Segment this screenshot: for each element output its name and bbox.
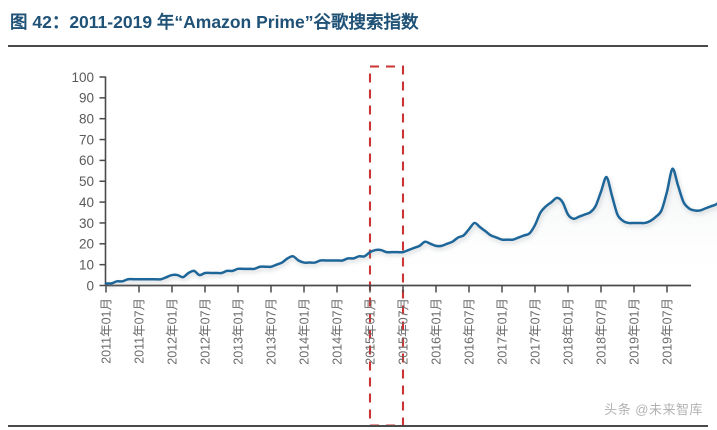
series-line bbox=[104, 167, 717, 285]
y-axis-tick-label: 0 bbox=[86, 278, 94, 293]
x-axis-tick-label: 2017年07月 bbox=[529, 298, 543, 365]
x-axis-tick-label: 2012年01月 bbox=[166, 298, 180, 365]
header-divider bbox=[8, 45, 708, 47]
x-axis-tick-label: 2015年01月 bbox=[364, 298, 378, 365]
y-axis-tick-label: 70 bbox=[79, 132, 94, 147]
x-axis-tick-label: 2015年07月 bbox=[397, 298, 411, 365]
x-axis-tick-label: 2011年01月 bbox=[100, 298, 114, 364]
y-axis-tick-label: 10 bbox=[79, 257, 94, 272]
x-axis-tick-label: 2012年07月 bbox=[199, 298, 213, 365]
x-axis-tick-label: 2013年01月 bbox=[232, 298, 246, 365]
y-axis-tick-label: 90 bbox=[79, 91, 94, 106]
x-axis-tick-label: 2016年07月 bbox=[463, 298, 477, 365]
x-axis-tick-label: 2018年01月 bbox=[562, 298, 576, 365]
watermark-text: 头条 @未来智库 bbox=[604, 402, 703, 417]
x-axis-ticks: 2011年01月 2011年07月 2012年01月 2012年07月 2013年01月… bbox=[100, 285, 675, 365]
y-axis-tick-label: 40 bbox=[79, 195, 94, 210]
x-axis-tick-label: 2014年07月 bbox=[331, 298, 345, 365]
y-axis-tick-label: 50 bbox=[79, 174, 94, 189]
x-axis-tick-label: 2016年01月 bbox=[430, 298, 444, 365]
y-axis-tick-label: 60 bbox=[79, 153, 94, 168]
y-axis-tick-label: 20 bbox=[79, 237, 94, 252]
chart-plot-area: 0 10 20 30 40 50 60 70 80 90 100 2011年01月 2011年07月 2… bbox=[0, 48, 717, 430]
figure-header: 图 42：2011-2019 年“Amazon Prime”谷歌搜索指数 bbox=[0, 0, 717, 48]
y-axis-tick-label: 80 bbox=[79, 112, 94, 127]
series-area-fill bbox=[106, 168, 717, 286]
highlight-region bbox=[368, 65, 405, 427]
x-axis-tick-label: 2018年07月 bbox=[595, 298, 609, 365]
x-axis-tick-label: 2013年07月 bbox=[265, 298, 279, 365]
y-axis-tick-label: 30 bbox=[79, 216, 94, 231]
x-axis-tick-label: 2017年01月 bbox=[496, 298, 510, 365]
x-axis-tick-label: 2019年07月 bbox=[661, 298, 675, 365]
footer-divider bbox=[8, 425, 708, 427]
x-axis-tick-label: 2019年01月 bbox=[628, 298, 642, 365]
x-axis-tick-label: 2011年07月 bbox=[133, 298, 147, 364]
y-axis-ticks: 0 10 20 30 40 50 60 70 80 90 100 bbox=[71, 70, 106, 293]
y-axis-tick-label: 100 bbox=[71, 70, 94, 85]
x-axis-tick-label: 2014年01月 bbox=[298, 298, 312, 365]
page-title: 图 42：2011-2019 年“Amazon Prime”谷歌搜索指数 bbox=[10, 12, 419, 32]
